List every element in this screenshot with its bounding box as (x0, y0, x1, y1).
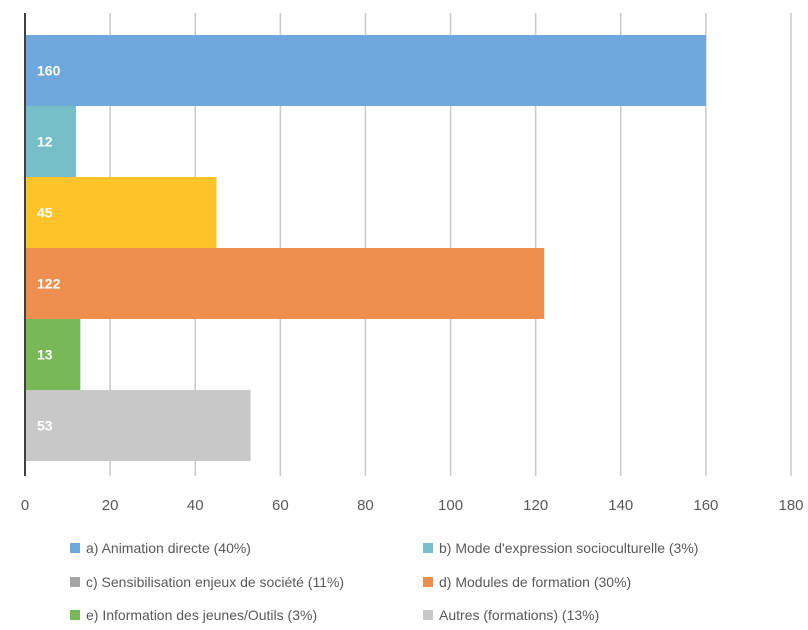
bar-data-label: 122 (37, 276, 61, 292)
bars-group (25, 35, 706, 461)
bar (25, 248, 545, 319)
bar-data-label: 53 (37, 418, 53, 434)
x-tick-label: 160 (693, 497, 718, 514)
x-tick-label: 40 (187, 497, 204, 514)
bar-labels-group: 160 12 45 122 13 53 (37, 63, 61, 434)
x-tick-label: 80 (357, 497, 374, 514)
x-tick-label: 20 (102, 497, 119, 514)
bar (25, 35, 706, 106)
bar-data-label: 13 (37, 347, 53, 363)
bar-data-label: 160 (37, 63, 61, 79)
x-tick-labels: 0 20 40 60 80 100 120 140 160 180 (21, 497, 804, 514)
x-tick-label: 0 (21, 497, 29, 514)
x-tick-label: 180 (778, 497, 803, 514)
x-tick-label: 140 (608, 497, 633, 514)
bar (25, 106, 77, 177)
bar (25, 390, 251, 461)
bar (25, 177, 217, 248)
bar-data-label: 45 (37, 205, 53, 221)
bar (25, 319, 81, 390)
x-tick-label: 120 (523, 497, 548, 514)
x-tick-label: 100 (438, 497, 463, 514)
x-tick-label: 60 (272, 497, 289, 514)
bar-data-label: 12 (37, 134, 53, 150)
